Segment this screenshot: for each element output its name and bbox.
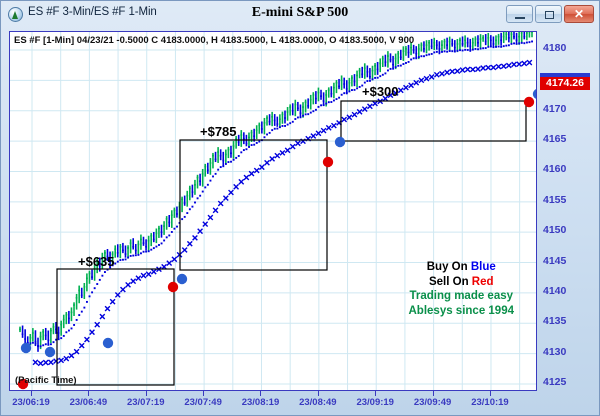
window-left-title: ES #F 3-Min/ES #F 1-Min	[28, 6, 157, 18]
time-tick-label: 23/06:49	[69, 397, 108, 408]
chart-series	[17, 32, 536, 390]
legend-sell-prefix: Sell On	[428, 275, 472, 288]
price-tick-label: 4140	[543, 284, 567, 297]
legend-tagline-1: Trading made easy	[409, 290, 514, 302]
price-tick-label: 4165	[543, 133, 567, 146]
price-tick-label: 4155	[543, 193, 567, 206]
time-tick-mark	[375, 391, 377, 396]
price-tick-label: 4145	[543, 254, 567, 267]
price-tick-label: 4130	[543, 345, 567, 358]
price-tick-label: 4150	[543, 224, 567, 237]
price-tick-label: 4125	[543, 376, 567, 388]
legend-buy-prefix: Buy On	[426, 261, 471, 273]
legend-buy-word: Blue	[470, 261, 496, 273]
ablesys-logo-icon	[8, 7, 23, 22]
window-controls: ✕	[506, 5, 594, 23]
time-tick-label: 23/09:49	[413, 397, 452, 408]
chart-legend: Buy On Blue Sell On Red Trading made eas…	[409, 260, 515, 318]
minimize-button[interactable]	[506, 5, 533, 23]
window-title: E-mini S&P 500	[251, 5, 349, 20]
time-tick-mark	[260, 391, 262, 396]
price-tick-label: 4160	[543, 163, 567, 176]
time-tick-label: 23/06:19	[12, 397, 50, 408]
profit-label-2: +$785	[200, 124, 237, 139]
profit-label-1: +$635	[78, 254, 115, 269]
legend-buy-line: Buy On Blue	[409, 260, 515, 275]
profit-label-3: +$300	[362, 84, 399, 99]
time-tick-mark	[489, 391, 491, 396]
chart-area: ES #F [1-Min] 04/23/21 -0.5000 C 4183.00…	[9, 31, 593, 409]
time-tick-mark	[145, 391, 147, 396]
time-tick-label: 23/08:49	[299, 397, 337, 408]
time-tick-label: 23/07:19	[126, 397, 165, 408]
chart-header-text: ES #F [1-Min] 04/23/21 -0.5000 C 4183.00…	[14, 35, 415, 46]
title-bar: ES #F 3-Min/ES #F 1-Min E-mini S&P 500 ✕	[1, 1, 599, 29]
price-tick-label: 4170	[543, 102, 567, 115]
legend-tagline-2: Ablesys since 1994	[408, 304, 515, 317]
legend-sell-word: Red	[471, 275, 494, 288]
timezone-label: (Pacific Time)	[15, 375, 77, 386]
price-tick-label: 4135	[543, 315, 567, 328]
price-tick-label: 4180	[543, 42, 567, 54]
price-axis[interactable]: 4180 4170 4165 4160 4155 4150 4145 4140 4135 4130…	[539, 31, 593, 391]
legend-sell-line: Sell On Red	[409, 275, 515, 290]
time-tick-label: 23/09:19	[356, 397, 394, 408]
time-tick-mark	[317, 391, 319, 396]
close-icon: ✕	[573, 7, 585, 21]
time-tick-label: 23/10:19	[471, 397, 509, 408]
maximize-button[interactable]	[535, 5, 562, 23]
time-tick-mark	[31, 391, 32, 396]
time-tick-mark	[203, 391, 205, 396]
time-tick-label: 23/08:19	[241, 397, 280, 408]
current-price-tag: 4174.26	[540, 72, 590, 90]
time-tick-mark	[88, 391, 90, 396]
time-tick-label: 23/07:49	[184, 397, 222, 408]
time-tick-mark	[432, 391, 434, 396]
time-axis[interactable]: 23/06:19 23/06:49 23/07:19 23/07:49 23/08:19…	[9, 391, 537, 411]
close-button[interactable]: ✕	[564, 5, 594, 23]
price-plot[interactable]: ES #F [1-Min] 04/23/21 -0.5000 C 4183.00…	[9, 31, 537, 391]
